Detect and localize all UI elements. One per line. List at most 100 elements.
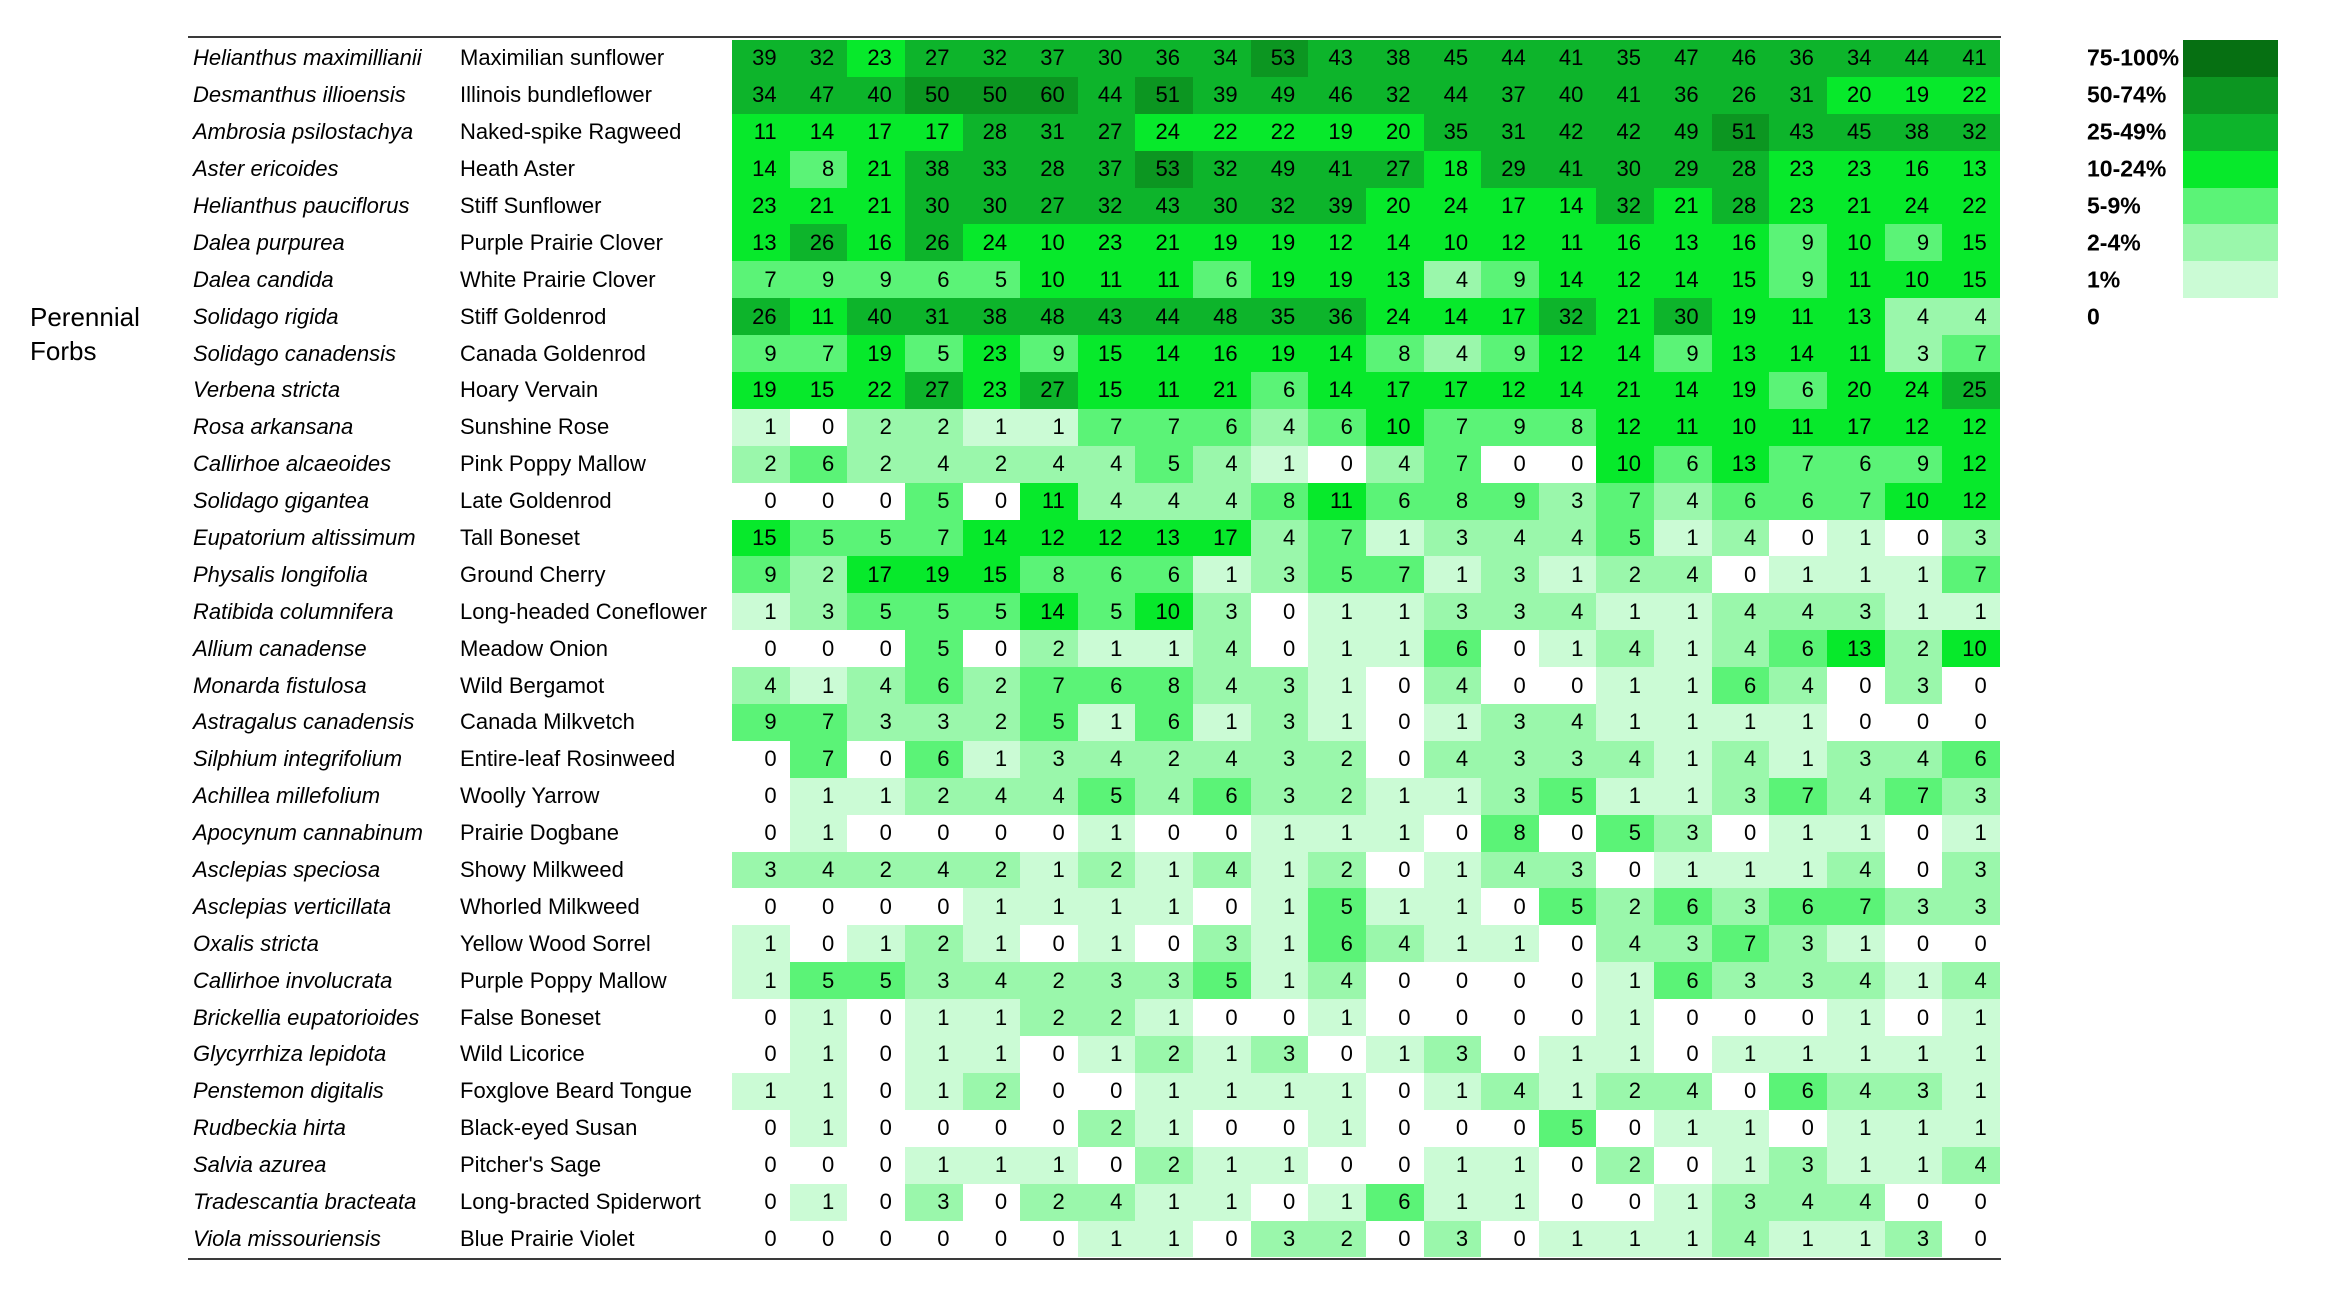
heatmap-cell: 0 bbox=[1884, 999, 1943, 1037]
heatmap-cell: 6 bbox=[1769, 482, 1827, 520]
heatmap-cell: 4 bbox=[1423, 261, 1482, 299]
heatmap-cell: 12 bbox=[1481, 224, 1539, 262]
heatmap-cell: 38 bbox=[904, 150, 963, 188]
heatmap-cell: 1 bbox=[1077, 630, 1136, 668]
heatmap-cell: 16 bbox=[1884, 150, 1943, 188]
heatmap-cell: 3 bbox=[1250, 777, 1309, 815]
heatmap-cell: 4 bbox=[1020, 777, 1078, 815]
legend-label: 75-100% bbox=[2087, 44, 2180, 71]
common-name: Sunshine Rose bbox=[460, 414, 610, 440]
heatmap-cell: 21 bbox=[1135, 224, 1193, 262]
heatmap-cell: 0 bbox=[1193, 1109, 1251, 1147]
common-name: Ground Cherry bbox=[460, 561, 606, 587]
heatmap-cell: 32 bbox=[1596, 187, 1654, 225]
heatmap-cell: 17 bbox=[1826, 408, 1885, 446]
heatmap-cell: 1 bbox=[1423, 1183, 1482, 1221]
heatmap-cell: 0 bbox=[1769, 1109, 1827, 1147]
heatmap-cell: 19 bbox=[904, 556, 963, 594]
heatmap-cell: 1 bbox=[1596, 704, 1654, 741]
heatmap-cell: 13 bbox=[1135, 519, 1193, 557]
heatmap-cell: 1 bbox=[789, 814, 848, 852]
heatmap-cell: 48 bbox=[1020, 298, 1078, 336]
heatmap-cell: 7 bbox=[1711, 925, 1770, 963]
heatmap-cell: 3 bbox=[1884, 1220, 1943, 1258]
heatmap-cell: 0 bbox=[1884, 925, 1943, 963]
heatmap-cell: 4 bbox=[1942, 962, 2000, 1000]
heatmap-cell: 0 bbox=[732, 1146, 790, 1184]
heatmap-cell: 19 bbox=[1250, 261, 1309, 299]
heatmap-cell: 14 bbox=[1538, 372, 1597, 409]
heatmap-cell: 1 bbox=[904, 1036, 963, 1073]
heatmap-cell: 6 bbox=[1769, 1072, 1827, 1110]
heatmap-cell: 1 bbox=[1250, 1072, 1309, 1110]
heatmap-cell: 21 bbox=[1826, 187, 1885, 225]
heatmap-cell: 3 bbox=[1826, 593, 1885, 631]
heatmap-cell: 3 bbox=[1077, 962, 1136, 1000]
heatmap-cell: 14 bbox=[1654, 261, 1712, 299]
heatmap-cell: 5 bbox=[1538, 1109, 1597, 1147]
heatmap-cell: 1 bbox=[1826, 1146, 1885, 1184]
heatmap-cell: 21 bbox=[1596, 372, 1654, 409]
heatmap-cell: 0 bbox=[1538, 925, 1597, 963]
heatmap-cell: 24 bbox=[1884, 372, 1943, 409]
common-name: Maximilian sunflower bbox=[460, 45, 665, 71]
heatmap-cell: 1 bbox=[1884, 593, 1943, 631]
heatmap-cell: 21 bbox=[1654, 187, 1712, 225]
heatmap-cell: 1 bbox=[962, 999, 1021, 1037]
heatmap-cell: 21 bbox=[1193, 372, 1251, 409]
heatmap-cell: 8 bbox=[1250, 482, 1309, 520]
heatmap-cell: 49 bbox=[1250, 150, 1309, 188]
heatmap-cell: 10 bbox=[1423, 224, 1482, 262]
heatmap-cell: 24 bbox=[962, 224, 1021, 262]
legend-row: 10-24% bbox=[2087, 150, 2287, 188]
heatmap-cell: 2 bbox=[1135, 740, 1193, 778]
heatmap-cell: 6 bbox=[1135, 704, 1193, 741]
common-name: Long-headed Coneflower bbox=[460, 598, 708, 624]
heatmap-cell: 23 bbox=[962, 372, 1021, 409]
heatmap-cell: 33 bbox=[962, 150, 1021, 188]
heatmap-cell: 32 bbox=[1538, 298, 1597, 336]
heatmap-cell: 4 bbox=[1711, 519, 1770, 557]
heatmap-cell: 34 bbox=[732, 76, 790, 114]
heatmap-cell: 5 bbox=[904, 335, 963, 373]
heatmap-cell: 9 bbox=[1654, 335, 1712, 373]
heatmap-cell: 4 bbox=[1769, 593, 1827, 631]
heatmap-cell: 41 bbox=[1308, 150, 1366, 188]
heatmap-cell: 49 bbox=[1654, 113, 1712, 151]
heatmap-cell: 1 bbox=[1654, 593, 1712, 631]
heatmap-cell: 0 bbox=[1481, 445, 1539, 483]
heatmap-cell: 3 bbox=[1423, 1036, 1482, 1073]
heatmap-cell: 9 bbox=[1884, 445, 1943, 483]
heatmap-cell: 1 bbox=[1365, 630, 1424, 668]
heatmap-cell: 4 bbox=[904, 851, 963, 889]
heatmap-cell: 1 bbox=[1942, 814, 2000, 852]
heatmap-cell: 40 bbox=[1538, 76, 1597, 114]
heatmap-cell: 5 bbox=[847, 962, 905, 1000]
species-name: Allium canadense bbox=[193, 635, 367, 661]
heatmap-cell: 7 bbox=[1020, 667, 1078, 705]
heatmap-cell: 14 bbox=[1308, 335, 1366, 373]
heatmap-cell: 3 bbox=[1711, 962, 1770, 1000]
heatmap-cell: 28 bbox=[1711, 150, 1770, 188]
heatmap-cell: 35 bbox=[1596, 40, 1654, 77]
heatmap-cell: 11 bbox=[1538, 224, 1597, 262]
heatmap-cell: 5 bbox=[847, 519, 905, 557]
heatmap-cell: 1 bbox=[962, 740, 1021, 778]
heatmap-cell: 1 bbox=[1826, 1109, 1885, 1147]
heatmap-cell: 4 bbox=[1596, 925, 1654, 963]
heatmap-cell: 9 bbox=[732, 335, 790, 373]
heatmap-cell: 3 bbox=[1250, 740, 1309, 778]
heatmap-cell: 0 bbox=[962, 482, 1021, 520]
heatmap-cell: 1 bbox=[1654, 740, 1712, 778]
heatmap-cell: 1 bbox=[1884, 1146, 1943, 1184]
legend-label: 25-49% bbox=[2087, 118, 2167, 145]
heatmap-cell: 3 bbox=[1884, 888, 1943, 926]
heatmap-cell: 6 bbox=[1250, 372, 1309, 409]
heatmap-cell: 17 bbox=[1193, 519, 1251, 557]
heatmap-cell: 11 bbox=[1769, 408, 1827, 446]
heatmap-cell: 0 bbox=[1538, 962, 1597, 1000]
heatmap-cell: 3 bbox=[1423, 519, 1482, 557]
heatmap-cell: 1 bbox=[1365, 519, 1424, 557]
heatmap-cell: 1 bbox=[1942, 1072, 2000, 1110]
heatmap-cell: 5 bbox=[1135, 445, 1193, 483]
